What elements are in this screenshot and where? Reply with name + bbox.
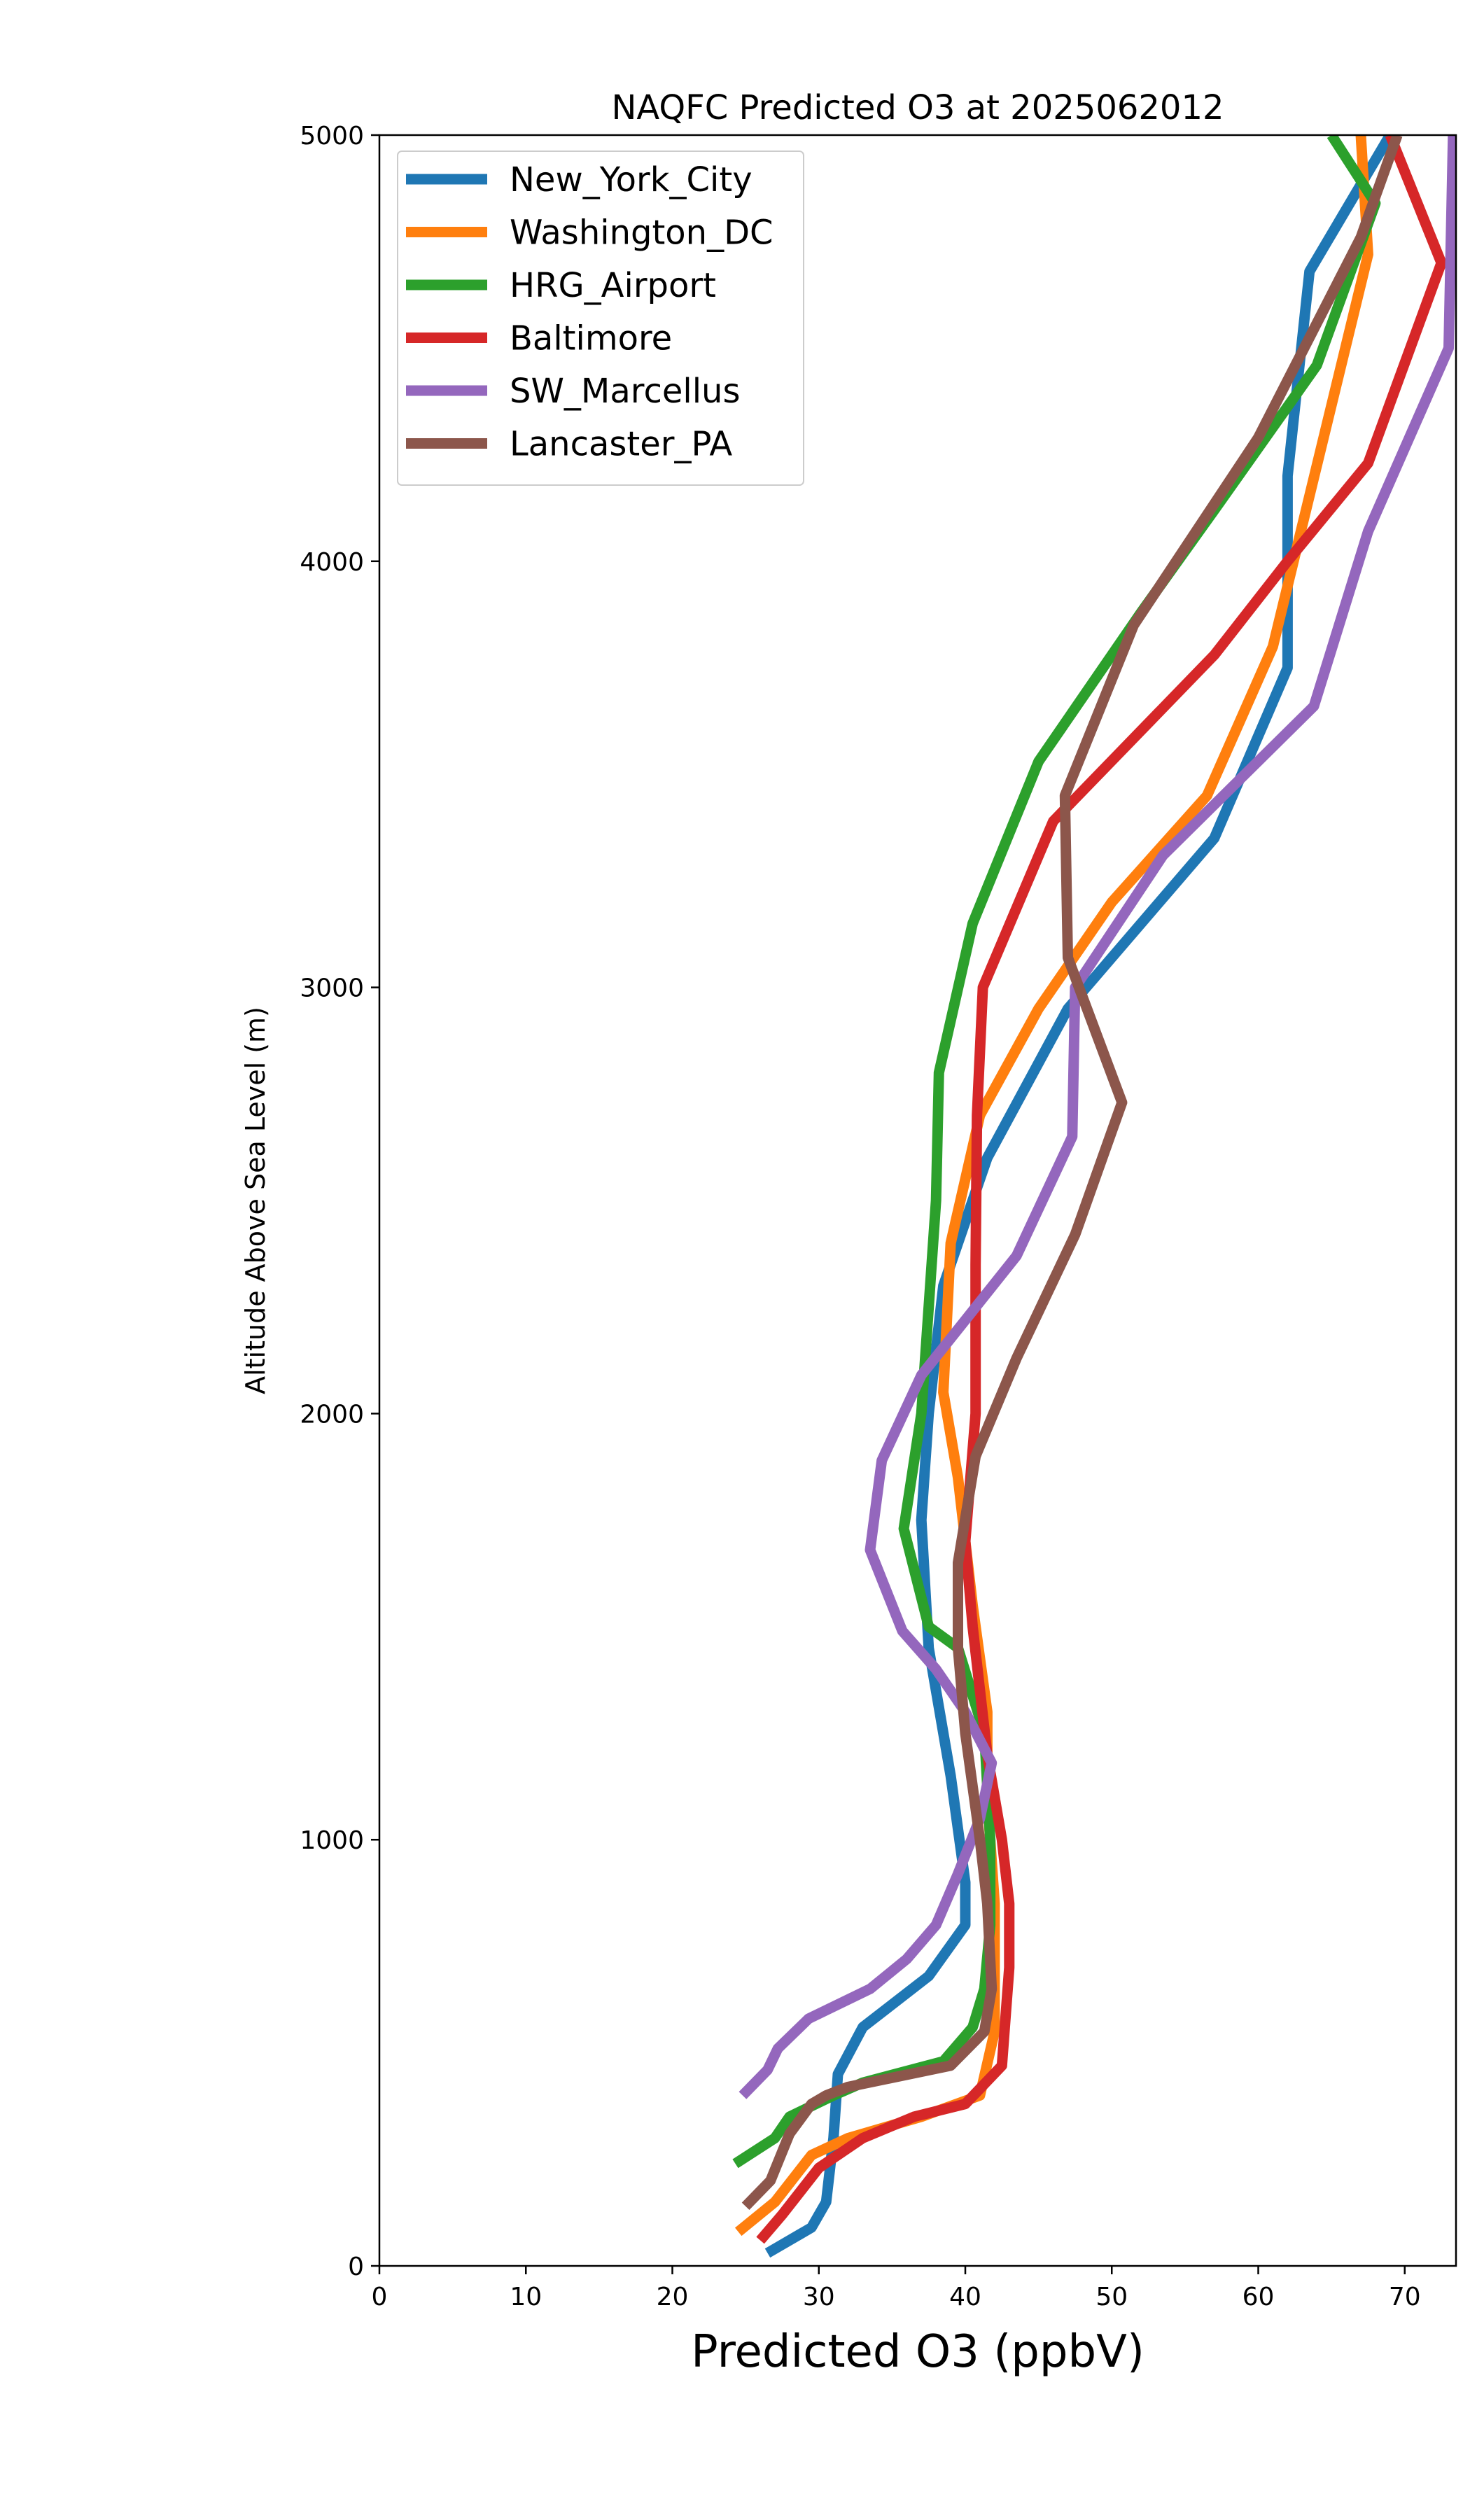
legend-label-washington-dc: Washington_DC <box>510 214 774 253</box>
x-tick-label: 50 <box>1096 2283 1128 2311</box>
x-tick-label: 60 <box>1242 2283 1275 2311</box>
y-tick-label: 5000 <box>300 122 364 150</box>
x-tick-label: 70 <box>1389 2283 1421 2311</box>
legend-frame <box>397 150 804 486</box>
x-tick-label: 40 <box>949 2283 981 2311</box>
y-tick-label: 2000 <box>300 1400 364 1429</box>
x-tick-label: 0 <box>372 2283 388 2311</box>
legend-label-sw-marcellus: SW_Marcellus <box>510 372 740 411</box>
legend-label-lancaster-pa: Lancaster_PA <box>510 425 732 464</box>
chart-title: NAQFC Predicted O3 at 2025062012 <box>611 88 1224 127</box>
series-line-sw-marcellus <box>738 135 1456 2099</box>
plot-frame <box>378 134 1457 2267</box>
x-tick-label: 20 <box>657 2283 689 2311</box>
y-axis-label: Altitude Above Sea Level (m) <box>240 1007 271 1394</box>
series-line-lancaster-pa <box>741 135 1403 2211</box>
series-line-new-york-city <box>764 135 1395 2258</box>
legend-label-new-york-city: New_York_City <box>510 160 752 200</box>
x-tick-label: 30 <box>803 2283 835 2311</box>
y-tick-label: 1000 <box>300 1826 364 1855</box>
series-layer <box>732 135 1456 2258</box>
y-axis: 0 1000 2000 3000 4000 5000 <box>300 122 379 2281</box>
legend-label-baltimore: Baltimore <box>510 319 672 358</box>
y-tick-label: 3000 <box>300 974 364 1003</box>
y-tick-label: 4000 <box>300 548 364 577</box>
series-line-baltimore <box>756 135 1447 2244</box>
x-tick-label: 10 <box>510 2283 542 2311</box>
legend-label-hrg-airport: HRG_Airport <box>510 266 716 305</box>
y-tick-label: 0 <box>348 2253 364 2281</box>
legend: New_York_City Washington_DC HRG_Airport Bal… <box>397 150 804 486</box>
x-axis-label: Predicted O3 (ppbV) <box>691 2326 1144 2378</box>
x-axis: 0 10 20 30 40 50 60 70 <box>372 2266 1421 2311</box>
